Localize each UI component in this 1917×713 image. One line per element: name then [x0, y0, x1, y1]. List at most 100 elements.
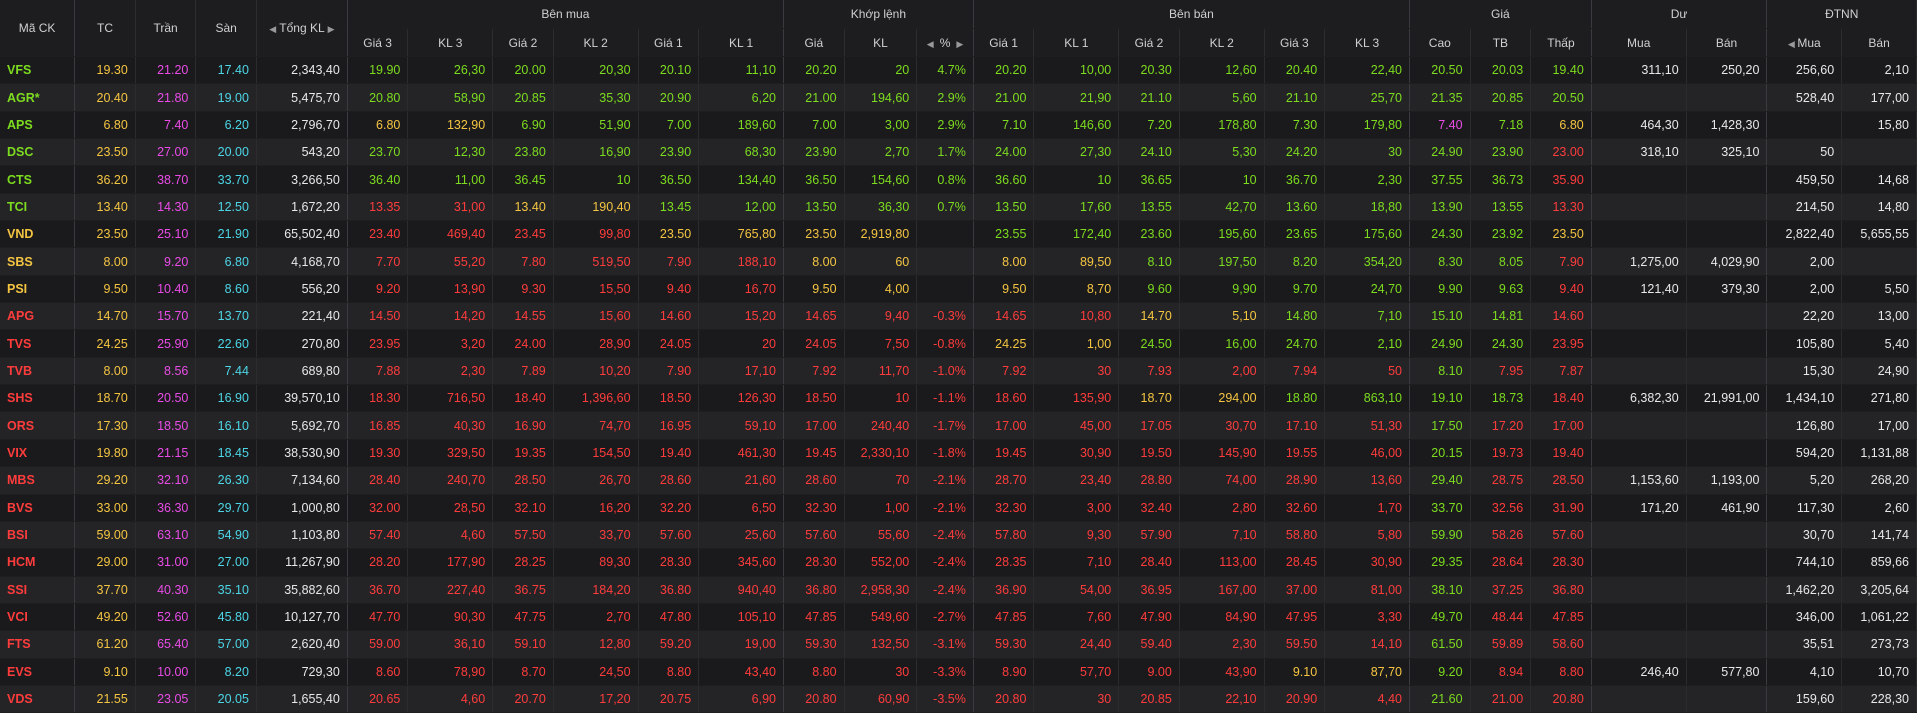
cell: 2,796,70 [256, 111, 348, 140]
table-row[interactable]: VCI 49.20 52.60 45.80 10,127,70 47.70 90,30 47.… [0, 603, 1917, 632]
table-row[interactable]: VIX 19.80 21.15 18.45 38,530,90 19.30 329,50 19… [0, 439, 1917, 468]
cell: 20.85 [1118, 685, 1180, 713]
cell: 134,40 [698, 165, 784, 194]
caret-right-icon[interactable]: ▶ [956, 38, 964, 49]
symbol-cell[interactable]: DSC [0, 138, 76, 167]
table-row[interactable]: BSI 59.00 63.10 54.90 1,103,80 57.40 4,60 57.50… [0, 521, 1917, 550]
caret-right-icon[interactable]: ▶ [327, 24, 335, 34]
cell: -1.0% [916, 357, 974, 386]
header-ref[interactable]: TC [74, 0, 136, 57]
subheader-sell-2[interactable]: Giá 2 [1118, 28, 1180, 57]
caret-left-icon[interactable]: ◀ [926, 38, 934, 49]
cell: 14.65 [973, 302, 1035, 331]
subheader-match-2[interactable]: ◀% ▶ [916, 28, 974, 57]
symbol-cell[interactable]: MBS [0, 466, 76, 495]
cell: 28.90 [1264, 466, 1326, 495]
subheader-foreign-0[interactable]: ◀ Mua [1766, 28, 1843, 57]
subheader-foreign-1[interactable]: Bán [1841, 28, 1917, 57]
symbol-cell[interactable]: VFS [0, 56, 76, 85]
cell: 2,10 [1841, 56, 1917, 85]
table-row[interactable]: TVB 8.00 8.56 7.44 689,80 7.88 2,30 7.89 10,20 7.… [0, 357, 1917, 386]
symbol-cell[interactable]: AGR* [0, 83, 76, 112]
cell: 18.50 [135, 411, 197, 440]
subheader-buy-5[interactable]: KL 1 [698, 28, 784, 57]
subheader-match-0[interactable]: Giá [783, 28, 845, 57]
table-row[interactable]: SBS 8.00 9.20 6.80 4,168,70 7.70 55,20 7.80 519,… [0, 247, 1917, 276]
subheader-sell-4[interactable]: Giá 3 [1264, 28, 1326, 57]
table-row[interactable]: HCM 29.00 31.00 27.00 11,267,90 28.20 177,90 28… [0, 548, 1917, 577]
subheader-price-1[interactable]: TB [1470, 28, 1532, 57]
caret-left-icon[interactable]: ◀ [269, 24, 277, 34]
header-symbol[interactable]: Mã CK [0, 0, 76, 57]
cell: 47.85 [783, 603, 845, 632]
table-row[interactable]: BVS 33.00 36.30 29.70 1,000,80 32.00 28,50 32.1… [0, 494, 1917, 522]
table-row[interactable]: FTS 61.20 65.40 57.00 2,620,40 59.00 36,10 59.1… [0, 630, 1917, 659]
cell: 20.50 [1530, 83, 1592, 112]
symbol-cell[interactable]: VND [0, 220, 76, 249]
symbol-cell[interactable]: BSI [0, 521, 76, 550]
symbol-cell[interactable]: SSI [0, 576, 76, 604]
table-row[interactable]: VDS 21.55 23.05 20.05 1,655,40 20.65 4,60 20.70… [0, 685, 1917, 713]
cell: 5,10 [1179, 302, 1265, 331]
caret-left-icon[interactable]: ◀ [1787, 38, 1798, 49]
symbol-cell[interactable]: CTS [0, 165, 76, 194]
table-row[interactable]: VND 23.50 25.10 21.90 65,502,40 23.40 469,40 23… [0, 220, 1917, 249]
symbol-cell[interactable]: VIX [0, 439, 76, 468]
symbol-cell[interactable]: ORS [0, 411, 76, 440]
symbol-cell[interactable]: TVB [0, 357, 76, 386]
table-row[interactable]: VFS 19.30 21.20 17.40 2,343,40 19.90 26,30 20.0… [0, 56, 1917, 85]
subheader-buy-3[interactable]: KL 2 [553, 28, 639, 57]
subheader-buy-4[interactable]: Giá 1 [638, 28, 700, 57]
symbol-cell[interactable]: BVS [0, 494, 76, 522]
table-row[interactable]: PSI 9.50 10.40 8.60 556,20 9.20 13,90 9.30 15,50… [0, 275, 1917, 304]
table-row[interactable]: APG 14.70 15.70 13.70 221,40 14.50 14,20 14.55 1… [0, 302, 1917, 331]
subheader-sell-0[interactable]: Giá 1 [973, 28, 1035, 57]
table-row[interactable]: CTS 36.20 38.70 33.70 3,266,50 36.40 11,00 36.4… [0, 165, 1917, 194]
table-row[interactable]: TCI 13.40 14.30 12.50 1,672,20 13.35 31,00 13.4… [0, 193, 1917, 222]
header-floor[interactable]: Sàn [195, 0, 257, 57]
symbol-cell[interactable]: EVS [0, 658, 76, 686]
table-row[interactable]: AGR* 20.40 21.80 19.00 5,475,70 20.80 58,90 20.… [0, 83, 1917, 112]
symbol-cell[interactable]: SHS [0, 384, 76, 413]
cell: 87,70 [1324, 658, 1410, 686]
cell: 18,80 [1324, 193, 1410, 222]
symbol-cell[interactable]: SBS [0, 247, 76, 276]
symbol-cell[interactable]: TCI [0, 193, 76, 222]
symbol-cell[interactable]: VDS [0, 685, 76, 713]
table-row[interactable]: SHS 18.70 20.50 16.90 39,570,10 18.30 716,50 18… [0, 384, 1917, 413]
cell: 9.50 [973, 275, 1035, 304]
header-total-volume[interactable]: ◀ Tổng KL ▶ [256, 0, 348, 57]
cell [1591, 411, 1687, 440]
table-row[interactable]: APS 6.80 7.40 6.20 2,796,70 6.80 132,90 6.90 51,… [0, 111, 1917, 140]
subheader-price-0[interactable]: Cao [1409, 28, 1471, 57]
cell: 37.00 [1264, 576, 1326, 604]
symbol-cell[interactable]: VCI [0, 603, 76, 632]
subheader-remain-1[interactable]: Bán [1686, 28, 1768, 57]
table-row[interactable]: EVS 9.10 10.00 8.20 729,30 8.60 78,90 8.70 24,50… [0, 658, 1917, 686]
subheader-match-1[interactable]: KL [844, 28, 918, 57]
table-row[interactable]: ORS 17.30 18.50 16.10 5,692,70 16.85 40,30 16.9… [0, 411, 1917, 440]
subheader-buy-0[interactable]: Giá 3 [347, 28, 409, 57]
subheader-sell-5[interactable]: KL 3 [1324, 28, 1410, 57]
subheader-sell-1[interactable]: KL 1 [1033, 28, 1120, 57]
cell: 23.05 [135, 685, 197, 713]
cell: 18.30 [347, 384, 409, 413]
symbol-cell[interactable]: TVS [0, 329, 76, 358]
symbol-cell[interactable]: HCM [0, 548, 76, 577]
symbol-cell[interactable]: FTS [0, 630, 76, 659]
symbol-cell[interactable]: PSI [0, 275, 76, 304]
table-row[interactable]: MBS 29.20 32.10 26.30 7,134,60 28.40 240,70 28.… [0, 466, 1917, 495]
subheader-buy-2[interactable]: Giá 2 [492, 28, 554, 57]
subheader-buy-1[interactable]: KL 3 [407, 28, 494, 57]
subheader-price-2[interactable]: Thấp [1530, 28, 1592, 57]
symbol-cell[interactable]: APG [0, 302, 76, 331]
table-row[interactable]: TVS 24.25 25.90 22.60 270,80 23.95 3,20 24.00 28… [0, 329, 1917, 358]
cell: 10,127,70 [256, 603, 348, 632]
symbol-cell[interactable]: APS [0, 111, 76, 140]
table-row[interactable]: SSI 37.70 40.30 35.10 35,882,60 36.70 227,40 36… [0, 576, 1917, 604]
header-ceil[interactable]: Trần [135, 0, 197, 57]
cell: 4,60 [407, 685, 494, 713]
table-row[interactable]: DSC 23.50 27.00 20.00 543,20 23.70 12,30 23.80 1… [0, 138, 1917, 167]
subheader-sell-3[interactable]: KL 2 [1179, 28, 1265, 57]
subheader-remain-0[interactable]: Mua [1591, 28, 1687, 57]
